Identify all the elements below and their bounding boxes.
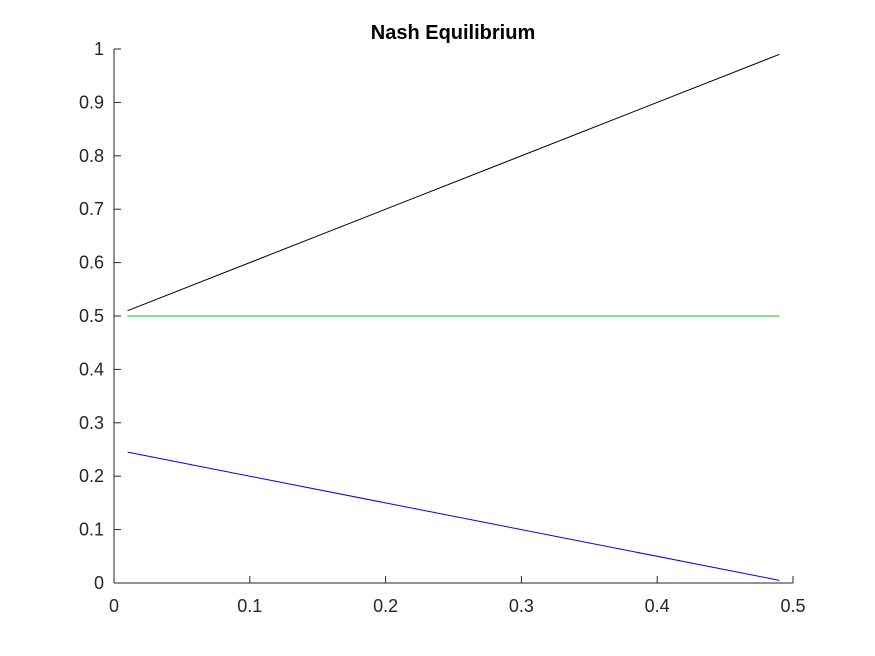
y-tick-label: 1 — [94, 39, 104, 59]
y-tick-label: 0.1 — [79, 520, 104, 540]
y-tick-label: 0.5 — [79, 306, 104, 326]
y-tick-label: 0 — [94, 573, 104, 593]
y-tick-label: 0.7 — [79, 199, 104, 219]
chart-title: Nash Equilibrium — [371, 22, 535, 44]
y-tick-label: 0.2 — [79, 466, 104, 486]
y-tick-label: 0.4 — [79, 359, 104, 379]
y-tick-label: 0.3 — [79, 413, 104, 433]
series-line-3 — [127, 451, 780, 581]
x-tick-label: 0 — [109, 596, 119, 616]
x-tick-label: 0.5 — [780, 596, 805, 616]
y-tick-label: 0.9 — [79, 92, 104, 112]
x-tick-label: 0.1 — [237, 596, 262, 616]
x-ticks: 0 0.1 0.2 0.3 0.4 0.5 — [109, 576, 806, 616]
x-tick-label: 0.3 — [509, 596, 534, 616]
x-tick-label: 0.2 — [373, 596, 398, 616]
series-layer — [127, 53, 780, 581]
y-tick-label: 0.8 — [79, 146, 104, 166]
y-ticks: 0 0.1 0.2 0.3 0.4 0.5 0.6 0.7 0.8 0.9 1 — [79, 39, 121, 593]
y-tick-label: 0.6 — [79, 253, 104, 273]
x-tick-label: 0.4 — [645, 596, 670, 616]
series-line-1 — [127, 53, 780, 312]
